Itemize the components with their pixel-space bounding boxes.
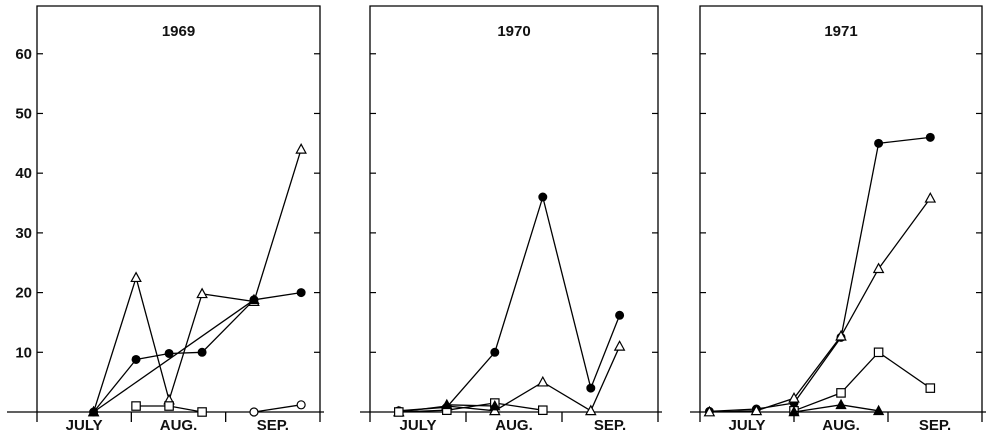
month-label-2: SEP. bbox=[919, 417, 951, 434]
y-tick-label: 20 bbox=[15, 285, 32, 302]
y-tick-label: 10 bbox=[15, 344, 32, 361]
y-tick-label: 40 bbox=[15, 165, 32, 182]
data-point bbox=[924, 191, 937, 203]
data-point bbox=[703, 405, 716, 417]
data-point bbox=[615, 310, 625, 320]
data-point bbox=[584, 404, 597, 416]
series-line bbox=[709, 136, 931, 413]
data-point bbox=[872, 262, 885, 274]
data-point bbox=[835, 329, 847, 341]
panel-title: 1970 bbox=[497, 23, 530, 40]
data-point bbox=[248, 293, 260, 305]
series-open-circle bbox=[249, 400, 306, 417]
panel-title: 1971 bbox=[824, 23, 857, 40]
month-label-1: AUG. bbox=[822, 417, 860, 434]
series-line bbox=[253, 404, 302, 413]
data-point bbox=[489, 399, 501, 411]
data-point bbox=[925, 132, 935, 142]
data-point bbox=[296, 288, 306, 298]
data-point bbox=[925, 383, 936, 393]
data-point bbox=[872, 404, 885, 416]
series-filled-triangle bbox=[788, 398, 885, 417]
data-point bbox=[249, 407, 259, 417]
panel-1969: 10 20 30 40 50 60 JULY AUG. SEP. 1969 bbox=[7, 5, 324, 434]
data-point bbox=[130, 271, 142, 283]
y-tick-label: 60 bbox=[15, 46, 32, 63]
data-point bbox=[788, 392, 800, 403]
panel-1970: JULY AUG. SEP. 1970 bbox=[360, 5, 662, 434]
series-line bbox=[709, 197, 931, 413]
y-tick-label: 30 bbox=[15, 225, 32, 242]
data-point bbox=[788, 405, 800, 417]
series-open-square bbox=[394, 398, 548, 417]
series-filled-circle bbox=[394, 192, 625, 416]
data-point bbox=[538, 192, 548, 202]
series-open-square bbox=[789, 347, 936, 416]
data-point bbox=[131, 401, 141, 411]
series-open-triangle bbox=[703, 191, 937, 417]
data-point bbox=[836, 388, 846, 398]
data-point bbox=[197, 407, 207, 417]
data-point bbox=[873, 347, 884, 358]
data-point bbox=[750, 404, 763, 416]
series-line bbox=[93, 299, 255, 413]
month-label-1: AUG. bbox=[495, 417, 533, 434]
data-point bbox=[196, 287, 208, 299]
panel-frame bbox=[699, 5, 983, 412]
series-line bbox=[398, 402, 543, 413]
data-point bbox=[164, 401, 174, 411]
series-open-triangle bbox=[87, 143, 307, 417]
panel-title: 1969 bbox=[162, 23, 195, 40]
month-label-2: SEP. bbox=[594, 417, 626, 434]
panel-1971: JULY AUG. SEP. 1971 bbox=[690, 5, 986, 434]
data-point bbox=[874, 138, 884, 148]
data-point bbox=[490, 347, 500, 357]
data-point bbox=[131, 354, 141, 364]
series-filled-circle bbox=[704, 132, 935, 416]
data-point bbox=[197, 347, 207, 357]
month-label-0: JULY bbox=[400, 417, 437, 434]
data-point bbox=[87, 405, 100, 417]
data-point bbox=[295, 143, 307, 154]
series-line bbox=[446, 404, 495, 407]
data-point bbox=[537, 405, 548, 416]
y-tick-label: 50 bbox=[15, 105, 32, 122]
series-filled-triangle bbox=[441, 398, 501, 411]
data-point bbox=[296, 400, 306, 410]
data-point bbox=[835, 398, 847, 410]
series-open-square bbox=[131, 401, 207, 417]
month-label-1: AUG. bbox=[160, 417, 198, 434]
data-point bbox=[441, 398, 453, 410]
data-point bbox=[613, 340, 626, 351]
panel-frame bbox=[369, 5, 659, 412]
series-line bbox=[793, 351, 931, 412]
month-label-0: JULY bbox=[66, 417, 103, 434]
data-point bbox=[586, 383, 596, 393]
data-point bbox=[536, 375, 549, 387]
month-label-0: JULY bbox=[729, 417, 766, 434]
series-filled-triangle bbox=[87, 293, 260, 417]
series-line bbox=[93, 291, 302, 413]
panel-frame bbox=[36, 5, 321, 412]
data-point bbox=[164, 348, 174, 358]
month-label-2: SEP. bbox=[257, 417, 289, 434]
series-line bbox=[398, 194, 621, 412]
data-point bbox=[394, 407, 404, 417]
series-line bbox=[398, 346, 621, 413]
